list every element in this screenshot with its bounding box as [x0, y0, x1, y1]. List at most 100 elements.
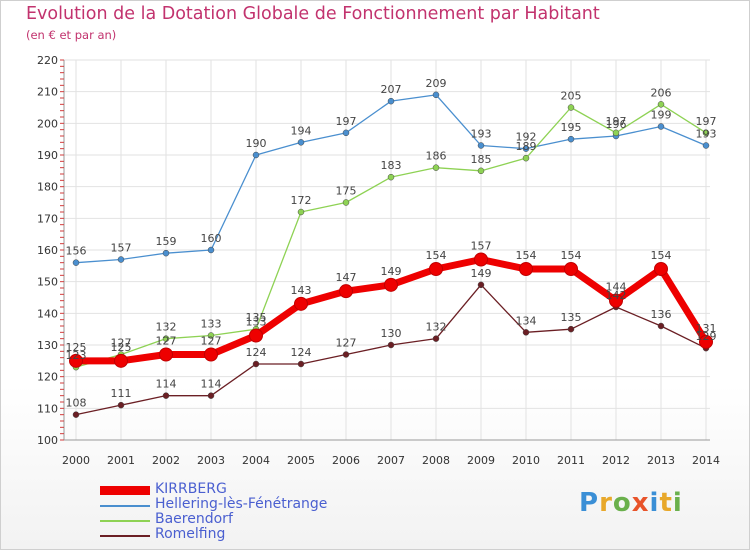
point-romelfing-2007 [387, 341, 395, 349]
data-label-hellering-les-fenetrange-2011: 195 [561, 121, 582, 134]
data-label-baerendorf-2000: 123 [66, 349, 87, 362]
y-tick-label-140: 140 [37, 307, 58, 320]
point-romelfing-2001 [117, 401, 125, 409]
point-hellering-les-fenetrange-2013 [657, 123, 665, 130]
y-tick-label-200: 200 [37, 117, 58, 130]
data-label-baerendorf-2001: 127 [111, 337, 132, 350]
point-kirrberg-2004 [249, 328, 263, 343]
data-label-baerendorf-2006: 175 [336, 185, 357, 198]
x-tick-label-2002: 2002 [152, 454, 180, 467]
data-label-kirrberg-2011: 154 [561, 249, 582, 262]
legend-swatch-romelfing [100, 535, 150, 537]
point-romelfing-2006 [342, 351, 350, 358]
data-label-romelfing-2004: 124 [246, 346, 267, 359]
data-label-baerendorf-2013: 206 [651, 86, 672, 99]
data-label-hellering-les-fenetrange-2014: 193 [696, 128, 717, 141]
data-label-kirrberg-2002: 127 [156, 335, 177, 348]
point-romelfing-2004 [252, 360, 260, 368]
y-tick-label-150: 150 [37, 276, 58, 289]
x-tick-label-2003: 2003 [197, 454, 225, 467]
point-kirrberg-2006 [339, 284, 353, 299]
data-label-romelfing-2012: 142 [606, 289, 627, 302]
data-label-romelfing-2003: 114 [201, 378, 222, 391]
point-kirrberg-2001 [114, 353, 128, 368]
data-label-kirrberg-2007: 149 [381, 265, 402, 278]
x-tick-label-2006: 2006 [332, 454, 360, 467]
data-label-baerendorf-2012: 197 [606, 115, 627, 128]
data-label-romelfing-2011: 135 [561, 311, 582, 324]
point-hellering-les-fenetrange-2014 [702, 142, 710, 149]
data-label-romelfing-2009: 149 [471, 267, 492, 280]
legend-label-baerendorf: Baerendorf [155, 511, 233, 527]
legend-swatch-baerendorf [100, 520, 150, 522]
chart-subtitle: (en € et par an) [26, 28, 117, 42]
point-kirrberg-2002 [159, 347, 173, 362]
point-kirrberg-2005 [294, 296, 308, 311]
logo-letter: t [659, 488, 673, 518]
point-baerendorf-2014 [702, 129, 710, 137]
data-label-kirrberg-2014: 131 [696, 322, 717, 335]
logo-letter: P [579, 488, 600, 518]
point-baerendorf-2008 [432, 164, 440, 171]
data-label-baerendorf-2014: 197 [696, 115, 717, 128]
data-label-kirrberg-2003: 127 [201, 335, 222, 348]
data-label-kirrberg-2000: 125 [66, 341, 87, 354]
y-tick-label-180: 180 [37, 181, 58, 194]
data-label-baerendorf-2005: 172 [291, 194, 312, 207]
x-tick-label-2010: 2010 [512, 454, 540, 467]
point-hellering-les-fenetrange-2000 [72, 259, 80, 266]
data-label-baerendorf-2007: 183 [381, 159, 402, 172]
point-hellering-les-fenetrange-2007 [387, 97, 395, 105]
data-label-romelfing-2000: 108 [66, 397, 87, 410]
data-label-romelfing-2001: 111 [111, 387, 132, 400]
data-label-romelfing-2014: 129 [696, 330, 717, 343]
point-hellering-les-fenetrange-2009 [477, 142, 485, 149]
logo-letter: i [672, 488, 683, 518]
point-baerendorf-2006 [342, 199, 350, 206]
data-label-kirrberg-2009: 157 [471, 240, 492, 253]
point-hellering-les-fenetrange-2005 [297, 139, 305, 146]
x-tick-label-2008: 2008 [422, 454, 450, 467]
legend-swatch-hellering [100, 505, 150, 507]
point-hellering-les-fenetrange-2010 [522, 145, 530, 152]
data-label-hellering-les-fenetrange-2006: 197 [336, 115, 357, 128]
data-label-kirrberg-2001: 125 [111, 341, 132, 354]
point-baerendorf-2005 [297, 208, 305, 216]
data-label-hellering-les-fenetrange-2013: 199 [651, 109, 672, 122]
point-romelfing-2010 [522, 329, 530, 336]
data-label-romelfing-2005: 124 [291, 346, 312, 359]
point-baerendorf-2010 [522, 154, 530, 162]
proxiti-logo[interactable]: Proxiti [579, 488, 683, 518]
data-label-hellering-les-fenetrange-2002: 159 [156, 235, 177, 248]
logo-letter: i [649, 488, 660, 518]
point-kirrberg-2000 [69, 353, 83, 368]
point-romelfing-2003 [207, 392, 215, 399]
y-tick-label-120: 120 [37, 371, 58, 384]
x-tick-label-2011: 2011 [557, 454, 585, 467]
point-hellering-les-fenetrange-2001 [117, 256, 125, 263]
x-tick-label-2000: 2000 [62, 454, 90, 467]
data-label-kirrberg-2005: 143 [291, 284, 312, 297]
data-label-hellering-les-fenetrange-2012: 196 [606, 118, 627, 131]
data-label-kirrberg-2010: 154 [516, 249, 537, 262]
y-tick-label-190: 190 [37, 149, 58, 162]
data-label-hellering-les-fenetrange-2005: 194 [291, 124, 312, 137]
data-label-hellering-les-fenetrange-2007: 207 [381, 83, 402, 96]
logo-letter: x [631, 488, 650, 518]
data-label-romelfing-2010: 134 [516, 314, 537, 327]
logo-letter: o [612, 488, 632, 518]
x-tick-label-2014: 2014 [692, 454, 720, 467]
point-baerendorf-2002 [162, 335, 170, 342]
data-label-hellering-les-fenetrange-2003: 160 [201, 232, 222, 245]
data-label-romelfing-2002: 114 [156, 378, 177, 391]
point-hellering-les-fenetrange-2002 [162, 249, 170, 257]
x-tick-label-2013: 2013 [647, 454, 675, 467]
point-baerendorf-2013 [657, 101, 665, 108]
logo-letter: r [599, 488, 613, 518]
point-baerendorf-2009 [477, 167, 485, 175]
point-kirrberg-2011 [564, 262, 578, 276]
point-hellering-les-fenetrange-2003 [207, 246, 215, 254]
data-label-kirrberg-2006: 147 [336, 271, 357, 284]
data-label-hellering-les-fenetrange-2008: 209 [426, 77, 447, 90]
